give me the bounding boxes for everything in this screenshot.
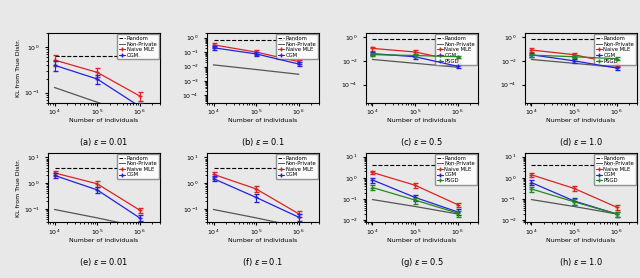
Legend: Random, Non-Private, Naive MLE, CGM: Random, Non-Private, Naive MLE, CGM (117, 154, 159, 179)
X-axis label: Number of individuals: Number of individuals (387, 238, 456, 243)
Legend: Random, Non-Private, Naive MLE, CGM: Random, Non-Private, Naive MLE, CGM (276, 154, 318, 179)
X-axis label: Number of individuals: Number of individuals (69, 238, 139, 243)
Text: (a) $\epsilon = 0.01$: (a) $\epsilon = 0.01$ (79, 136, 129, 148)
Text: (d) $\epsilon = 1.0$: (d) $\epsilon = 1.0$ (559, 136, 603, 148)
X-axis label: Number of individuals: Number of individuals (546, 118, 616, 123)
Legend: Random, Non-Private, Naive MLE, CGM, PSGD: Random, Non-Private, Naive MLE, CGM, PSG… (594, 154, 636, 185)
Text: (h) $\epsilon = 1.0$: (h) $\epsilon = 1.0$ (559, 256, 603, 268)
Text: (g) $\epsilon = 0.5$: (g) $\epsilon = 0.5$ (400, 256, 444, 269)
Legend: Random, Non-Private, Naive MLE, CGM, PSGD: Random, Non-Private, Naive MLE, CGM, PSG… (594, 34, 636, 65)
Text: (e) $\epsilon = 0.01$: (e) $\epsilon = 0.01$ (79, 256, 129, 268)
Legend: Random, Non-Private, Naive MLE, CGM: Random, Non-Private, Naive MLE, CGM (117, 34, 159, 59)
Text: (f) $\epsilon = 0.1$: (f) $\epsilon = 0.1$ (242, 256, 284, 268)
X-axis label: Number of individuals: Number of individuals (546, 238, 616, 243)
X-axis label: Number of individuals: Number of individuals (228, 118, 298, 123)
X-axis label: Number of individuals: Number of individuals (69, 118, 139, 123)
X-axis label: Number of individuals: Number of individuals (387, 118, 456, 123)
Legend: Random, Non-Private, Naive MLE, CGM, PSGD: Random, Non-Private, Naive MLE, CGM, PSG… (435, 154, 477, 185)
Legend: Random, Non-Private, Naive MLE, CGM, PSGD: Random, Non-Private, Naive MLE, CGM, PSG… (435, 34, 477, 65)
Text: (b) $\epsilon = 0.1$: (b) $\epsilon = 0.1$ (241, 136, 285, 148)
Legend: Random, Non-Private, Naive MLE, CGM: Random, Non-Private, Naive MLE, CGM (276, 34, 318, 59)
Y-axis label: KL from True Distr.: KL from True Distr. (16, 158, 21, 217)
Y-axis label: KL from True Distr.: KL from True Distr. (16, 39, 21, 97)
X-axis label: Number of individuals: Number of individuals (228, 238, 298, 243)
Text: (c) $\epsilon = 0.5$: (c) $\epsilon = 0.5$ (400, 136, 444, 148)
